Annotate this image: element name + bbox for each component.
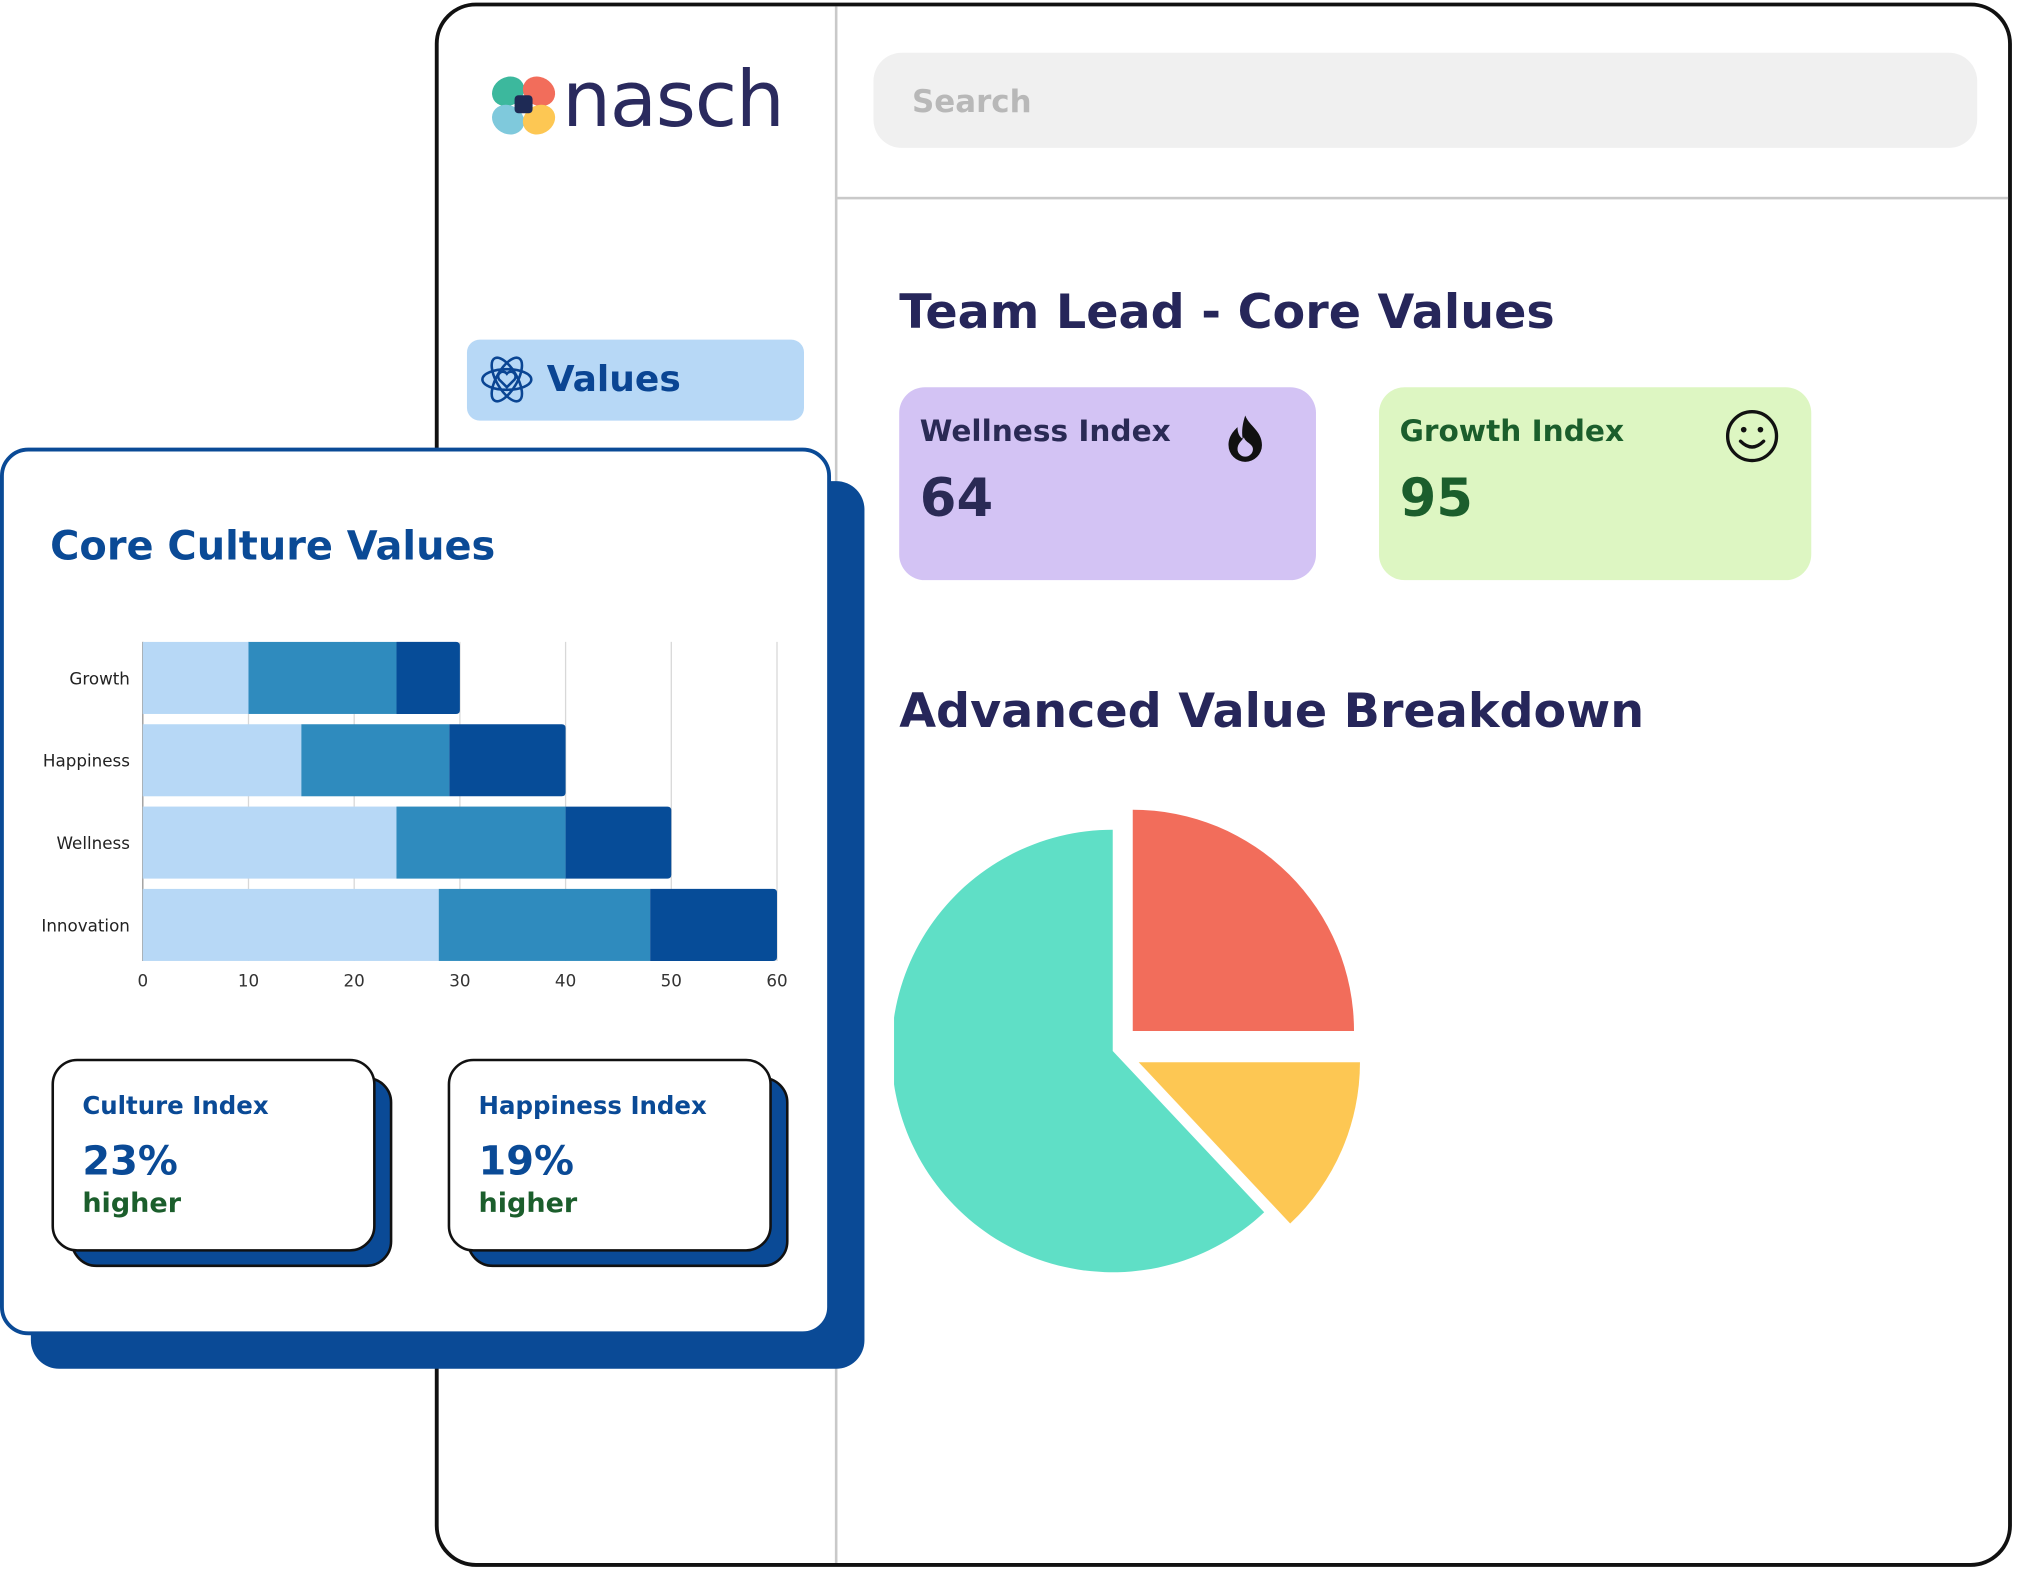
bar-segment [565, 806, 672, 879]
y-category-label: Innovation [41, 915, 130, 935]
atom-heart-icon [481, 356, 533, 403]
search-input[interactable] [909, 52, 1944, 151]
wellness-index-card: Wellness Index 64 [899, 387, 1316, 581]
wellness-index-value: 64 [919, 466, 994, 529]
bar-segment [142, 641, 249, 714]
x-tick-label: 10 [238, 971, 259, 991]
culture-index-label: Culture Index [82, 1092, 269, 1121]
y-category-label: Growth [69, 668, 130, 688]
bar-segment [142, 806, 397, 879]
bar-segment [396, 641, 460, 714]
bar-segment [396, 806, 566, 879]
y-category-label: Wellness [56, 833, 129, 853]
smiley-icon [1725, 409, 1779, 463]
happiness-index-sub: higher [478, 1187, 578, 1219]
culture-index-card: Culture Index 23% higher [51, 1058, 376, 1252]
x-tick-label: 50 [661, 971, 682, 991]
flame-icon [1228, 415, 1262, 462]
bar-segment [449, 724, 566, 797]
growth-index-value: 95 [1399, 466, 1474, 529]
brand-logo[interactable]: nasch [488, 55, 797, 153]
x-tick-label: 30 [449, 971, 470, 991]
page-title: Team Lead - Core Values [899, 284, 1555, 340]
core-culture-bar-chart: 0 10 20 30 40 50 60 Growth Happiness Wellness Inno… [41, 641, 788, 991]
happiness-index-card: Happiness Index 19% higher [447, 1058, 772, 1252]
bar-segment [248, 641, 397, 714]
happiness-index-value: 19% [478, 1138, 574, 1185]
culture-index-sub: higher [82, 1187, 182, 1219]
x-tick-label: 20 [344, 971, 365, 991]
x-tick-label: 0 [137, 971, 148, 991]
growth-index-card: Growth Index 95 [1379, 387, 1812, 581]
bar-segment [438, 888, 651, 961]
x-tick-label: 60 [766, 971, 787, 991]
bar-segment [650, 888, 777, 961]
growth-index-label: Growth Index [1399, 415, 1625, 449]
breakdown-title: Advanced Value Breakdown [899, 683, 1645, 739]
header-divider [837, 196, 2009, 200]
value-breakdown-pie-chart [894, 809, 1360, 1273]
core-culture-card: Core Culture Values 0 10 20 30 40 50 60 Growth H… [0, 447, 832, 1336]
happiness-index-label: Happiness Index [478, 1092, 707, 1121]
pie-slice [1132, 809, 1355, 1031]
core-culture-title: Core Culture Values [50, 523, 496, 570]
bar-segment [301, 724, 450, 797]
culture-index-value: 23% [82, 1138, 178, 1185]
sidebar-item-values[interactable]: Values [466, 339, 804, 421]
y-category-label: Happiness [43, 751, 130, 771]
nasch-logo-icon [492, 76, 556, 135]
pie-slice [894, 829, 1265, 1273]
sidebar-item-label: Values [546, 357, 681, 401]
pie-slice [1138, 1062, 1360, 1224]
search-bar[interactable] [873, 52, 1978, 151]
bar-segment [142, 724, 302, 797]
wellness-index-label: Wellness Index [919, 415, 1171, 449]
brand-name: nasch [562, 55, 785, 146]
bar-segment [142, 888, 439, 961]
x-tick-label: 40 [555, 971, 576, 991]
